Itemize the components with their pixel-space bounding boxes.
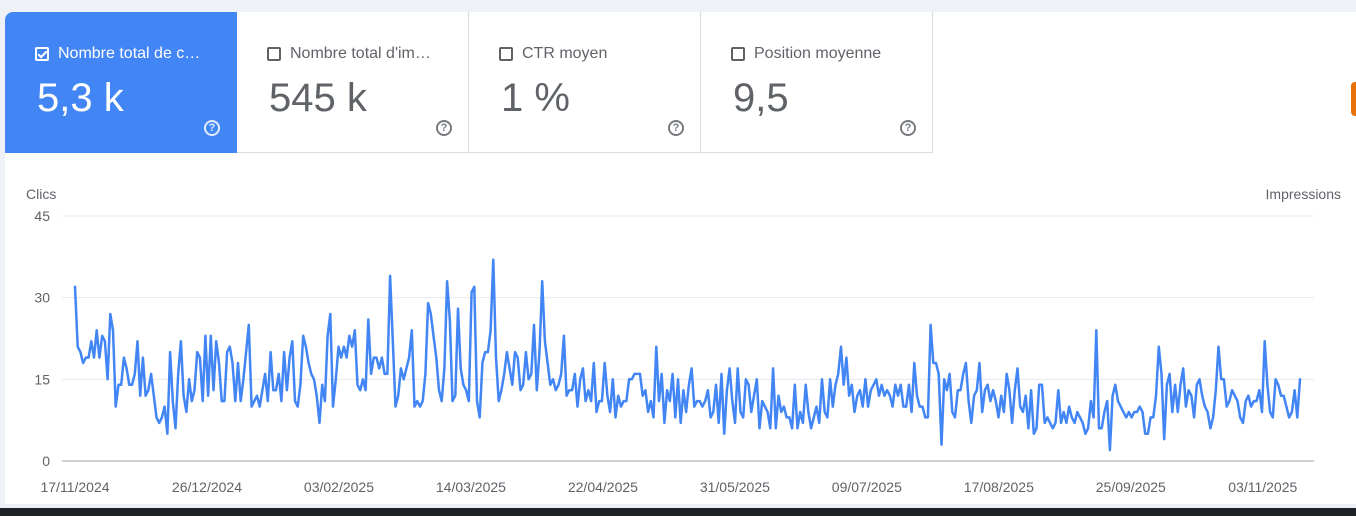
right-axis-title: Impressions (1265, 186, 1341, 202)
y-axis-ticks: 45 30 15 0 (34, 208, 50, 469)
help-circle-icon[interactable]: ? (668, 120, 684, 136)
card-header: Nombre total de c… (35, 45, 212, 63)
x-tick-label: 09/07/2025 (832, 479, 902, 495)
x-tick-label: 25/09/2025 (1096, 479, 1166, 495)
card-header: Nombre total d'im… (267, 45, 444, 63)
x-tick-label: 26/12/2024 (172, 479, 242, 495)
clicks-metric-card[interactable]: Nombre total de c… 5,3 k ? (5, 12, 237, 153)
help-circle-icon[interactable]: ? (900, 120, 916, 136)
impressions-metric-card[interactable]: Nombre total d'im… 545 k ? (237, 12, 469, 153)
y-tick-label: 30 (34, 290, 50, 306)
x-tick-label: 31/05/2025 (700, 479, 770, 495)
x-tick-label: 03/02/2025 (304, 479, 374, 495)
chart-gridlines (62, 215, 1314, 462)
side-panel-tab[interactable] (1351, 82, 1356, 116)
y-tick-label: 45 (34, 208, 50, 224)
card-header: Position moyenne (731, 45, 908, 63)
impressions-metric-value: 545 k (269, 76, 367, 120)
x-axis-ticks: 17/11/2024 26/12/2024 03/02/2025 14/03/2025… (40, 479, 1297, 495)
position-metric-label: Position moyenne (754, 45, 882, 62)
x-tick-label: 03/11/2025 (1228, 479, 1297, 495)
metric-cards: Nombre total de c… 5,3 k ? Nombre total … (5, 12, 933, 154)
position-metric-card[interactable]: Position moyenne 9,5 ? (701, 12, 933, 153)
y-tick-label: 15 (34, 371, 50, 387)
bottom-bar (0, 508, 1356, 516)
card-header: CTR moyen (499, 45, 676, 63)
ctr-metric-label: CTR moyen (522, 45, 608, 62)
help-circle-icon[interactable]: ? (436, 120, 452, 136)
x-tick-label: 14/03/2025 (436, 479, 506, 495)
left-axis-title: Clics (26, 186, 57, 202)
x-tick-label: 17/08/2025 (964, 479, 1034, 495)
help-circle-icon[interactable]: ? (204, 120, 220, 136)
x-tick-label: 17/11/2024 (40, 479, 109, 495)
clicks-line-chart[interactable]: 45 30 15 0 17/11/2024 26/12/2024 03/02/2025 14… (0, 200, 1356, 500)
checkbox-unchecked-icon[interactable] (499, 47, 513, 61)
clicks-series-line (73, 258, 1302, 452)
checkbox-checked-icon[interactable] (35, 47, 49, 61)
ctr-metric-card[interactable]: CTR moyen 1 % ? (469, 12, 701, 153)
ctr-metric-value: 1 % (501, 76, 570, 120)
y-tick-label: 0 (42, 453, 50, 469)
impressions-metric-label: Nombre total d'im… (290, 45, 431, 62)
position-metric-value: 9,5 (733, 76, 789, 120)
clicks-metric-label: Nombre total de c… (58, 45, 201, 62)
clicks-metric-value: 5,3 k (37, 76, 124, 120)
checkbox-unchecked-icon[interactable] (267, 47, 281, 61)
x-tick-label: 22/04/2025 (568, 479, 638, 495)
checkbox-unchecked-icon[interactable] (731, 47, 745, 61)
